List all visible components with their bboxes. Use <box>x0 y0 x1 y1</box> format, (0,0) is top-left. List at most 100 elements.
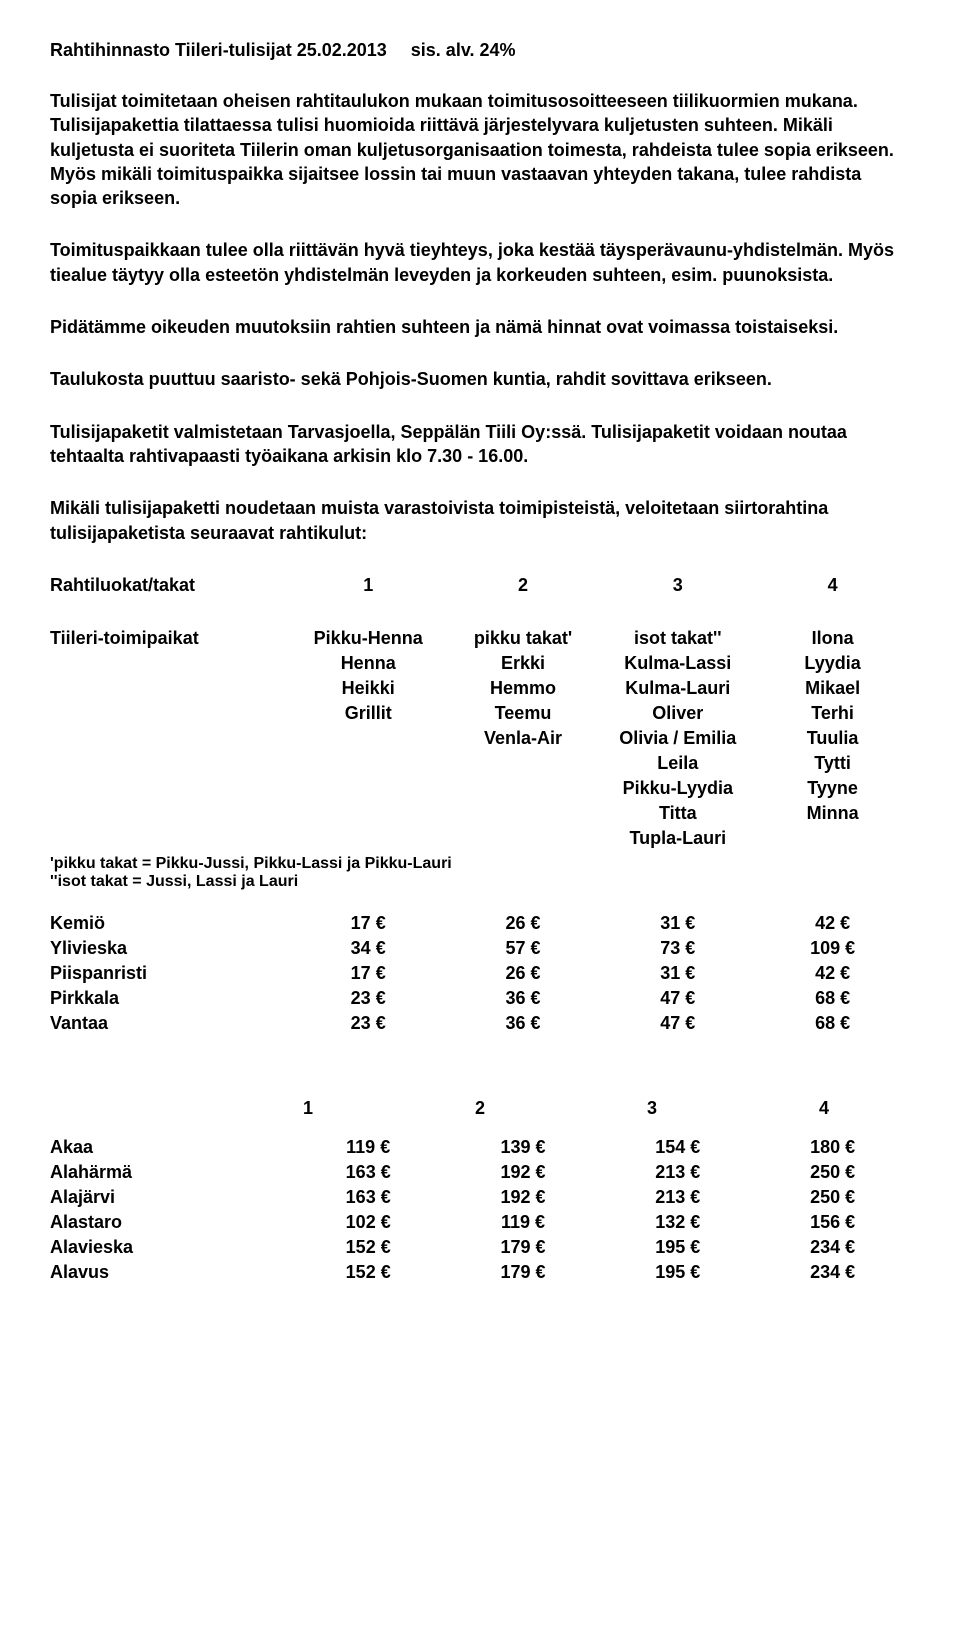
paragraph-2: Toimituspaikkaan tulee olla riittävän hy… <box>50 238 910 287</box>
price-c3: 195 € <box>600 1235 755 1260</box>
price-c1: 23 € <box>291 986 446 1011</box>
price-c4: 250 € <box>755 1185 910 1210</box>
row-label <box>50 701 291 726</box>
price-c3: 213 € <box>600 1185 755 1210</box>
price-c2: 26 € <box>446 911 601 936</box>
class-3: 3 <box>600 573 755 598</box>
matrix-cell: Lyydia <box>755 651 910 676</box>
price-c4: 109 € <box>755 936 910 961</box>
table-row: Tupla-Lauri <box>50 826 910 851</box>
price-c2: 192 € <box>446 1185 601 1210</box>
table-row: Alastaro102 €119 €132 €156 € <box>50 1210 910 1235</box>
location-name: Piispanristi <box>50 961 291 986</box>
price-c4: 42 € <box>755 961 910 986</box>
price-c4: 250 € <box>755 1160 910 1185</box>
table-row: Alavus152 €179 €195 €234 € <box>50 1260 910 1285</box>
price-c2: 179 € <box>446 1260 601 1285</box>
location-name: Alavieska <box>50 1235 291 1260</box>
price-c4: 234 € <box>755 1235 910 1260</box>
price-c4: 68 € <box>755 1011 910 1036</box>
row-label <box>50 726 291 751</box>
price-c1: 163 € <box>291 1185 446 1210</box>
class-3: 3 <box>566 1096 738 1121</box>
matrix-cell: Olivia / Emilia <box>600 726 755 751</box>
matrix-cell <box>446 826 601 851</box>
row-label <box>50 676 291 701</box>
price-c1: 152 € <box>291 1260 446 1285</box>
row-label <box>50 651 291 676</box>
table-row: Akaa119 €139 €154 €180 € <box>50 1135 910 1160</box>
matrix-cell: Heikki <box>291 676 446 701</box>
location-name: Alajärvi <box>50 1185 291 1210</box>
price-c1: 17 € <box>291 961 446 986</box>
table-row: Ylivieska34 €57 €73 €109 € <box>50 936 910 961</box>
location-name: Alastaro <box>50 1210 291 1235</box>
price-c4: 68 € <box>755 986 910 1011</box>
price-c2: 57 € <box>446 936 601 961</box>
class-1: 1 <box>291 573 446 598</box>
class-2: 2 <box>446 573 601 598</box>
row-label <box>50 826 291 851</box>
table-row: Rahtiluokat/takat 1 2 3 4 <box>50 573 910 598</box>
price-c2: 119 € <box>446 1210 601 1235</box>
row-label <box>50 776 291 801</box>
footnote-2: ''isot takat = Jussi, Lassi ja Lauri <box>50 873 910 891</box>
price-c3: 195 € <box>600 1260 755 1285</box>
row-label: Tiileri-toimipaikat <box>50 626 291 651</box>
matrix-cell: Tyyne <box>755 776 910 801</box>
matrix-cell: Ilona <box>755 626 910 651</box>
matrix-cell: Mikael <box>755 676 910 701</box>
price-c3: 73 € <box>600 936 755 961</box>
table-row: Alavieska152 €179 €195 €234 € <box>50 1235 910 1260</box>
price-c1: 163 € <box>291 1160 446 1185</box>
class-4: 4 <box>738 1096 910 1121</box>
location-name: Pirkkala <box>50 986 291 1011</box>
matrix-cell: Kulma-Lauri <box>600 676 755 701</box>
location-name: Vantaa <box>50 1011 291 1036</box>
vat-info: sis. alv. 24% <box>411 40 516 61</box>
location-name: Ylivieska <box>50 936 291 961</box>
table-row: Kemiö17 €26 €31 €42 € <box>50 911 910 936</box>
price-c3: 47 € <box>600 1011 755 1036</box>
paragraph-5: Tulisijapaketit valmistetaan Tarvasjoell… <box>50 420 910 469</box>
price-c2: 36 € <box>446 986 601 1011</box>
table-row: GrillitTeemuOliverTerhi <box>50 701 910 726</box>
row-label <box>50 801 291 826</box>
matrix-cell: Terhi <box>755 701 910 726</box>
paragraph-1: Tulisijat toimitetaan oheisen rahtitaulu… <box>50 89 910 210</box>
table-row: Venla-AirOlivia / EmiliaTuulia <box>50 726 910 751</box>
location-name: Kemiö <box>50 911 291 936</box>
location-name: Alavus <box>50 1260 291 1285</box>
table-row: Vantaa23 €36 €47 €68 € <box>50 1011 910 1036</box>
price-c4: 42 € <box>755 911 910 936</box>
table-row: HeikkiHemmoKulma-LauriMikael <box>50 676 910 701</box>
table-row: LeilaTytti <box>50 751 910 776</box>
matrix-cell <box>291 826 446 851</box>
price-c2: 26 € <box>446 961 601 986</box>
price-c2: 36 € <box>446 1011 601 1036</box>
matrix-cell: Tytti <box>755 751 910 776</box>
matrix-cell: Kulma-Lassi <box>600 651 755 676</box>
table-row: 1 2 3 4 <box>50 1096 910 1121</box>
price-c4: 156 € <box>755 1210 910 1235</box>
table-row: Tiileri-toimipaikatPikku-Hennapikku taka… <box>50 626 910 651</box>
table-row: Pirkkala23 €36 €47 €68 € <box>50 986 910 1011</box>
table-row: Pikku-LyydiaTyyne <box>50 776 910 801</box>
price-c1: 152 € <box>291 1235 446 1260</box>
price-c1: 23 € <box>291 1011 446 1036</box>
class-1: 1 <box>222 1096 394 1121</box>
price-c3: 213 € <box>600 1160 755 1185</box>
matrix-cell: Titta <box>600 801 755 826</box>
location-name: Akaa <box>50 1135 291 1160</box>
matrix-cell: Leila <box>600 751 755 776</box>
paragraph-3: Pidätämme oikeuden muutoksiin rahtien su… <box>50 315 910 339</box>
footnote-1: 'pikku takat = Pikku-Jussi, Pikku-Lassi … <box>50 855 910 873</box>
price-table-2: Akaa119 €139 €154 €180 €Alahärmä163 €192… <box>50 1135 910 1285</box>
matrix-cell: Oliver <box>600 701 755 726</box>
price-c1: 34 € <box>291 936 446 961</box>
doc-title: Rahtihinnasto Tiileri-tulisijat 25.02.20… <box>50 40 387 61</box>
table-row: Piispanristi17 €26 €31 €42 € <box>50 961 910 986</box>
page-header: Rahtihinnasto Tiileri-tulisijat 25.02.20… <box>50 40 910 61</box>
matrix-cell <box>291 776 446 801</box>
price-c1: 119 € <box>291 1135 446 1160</box>
